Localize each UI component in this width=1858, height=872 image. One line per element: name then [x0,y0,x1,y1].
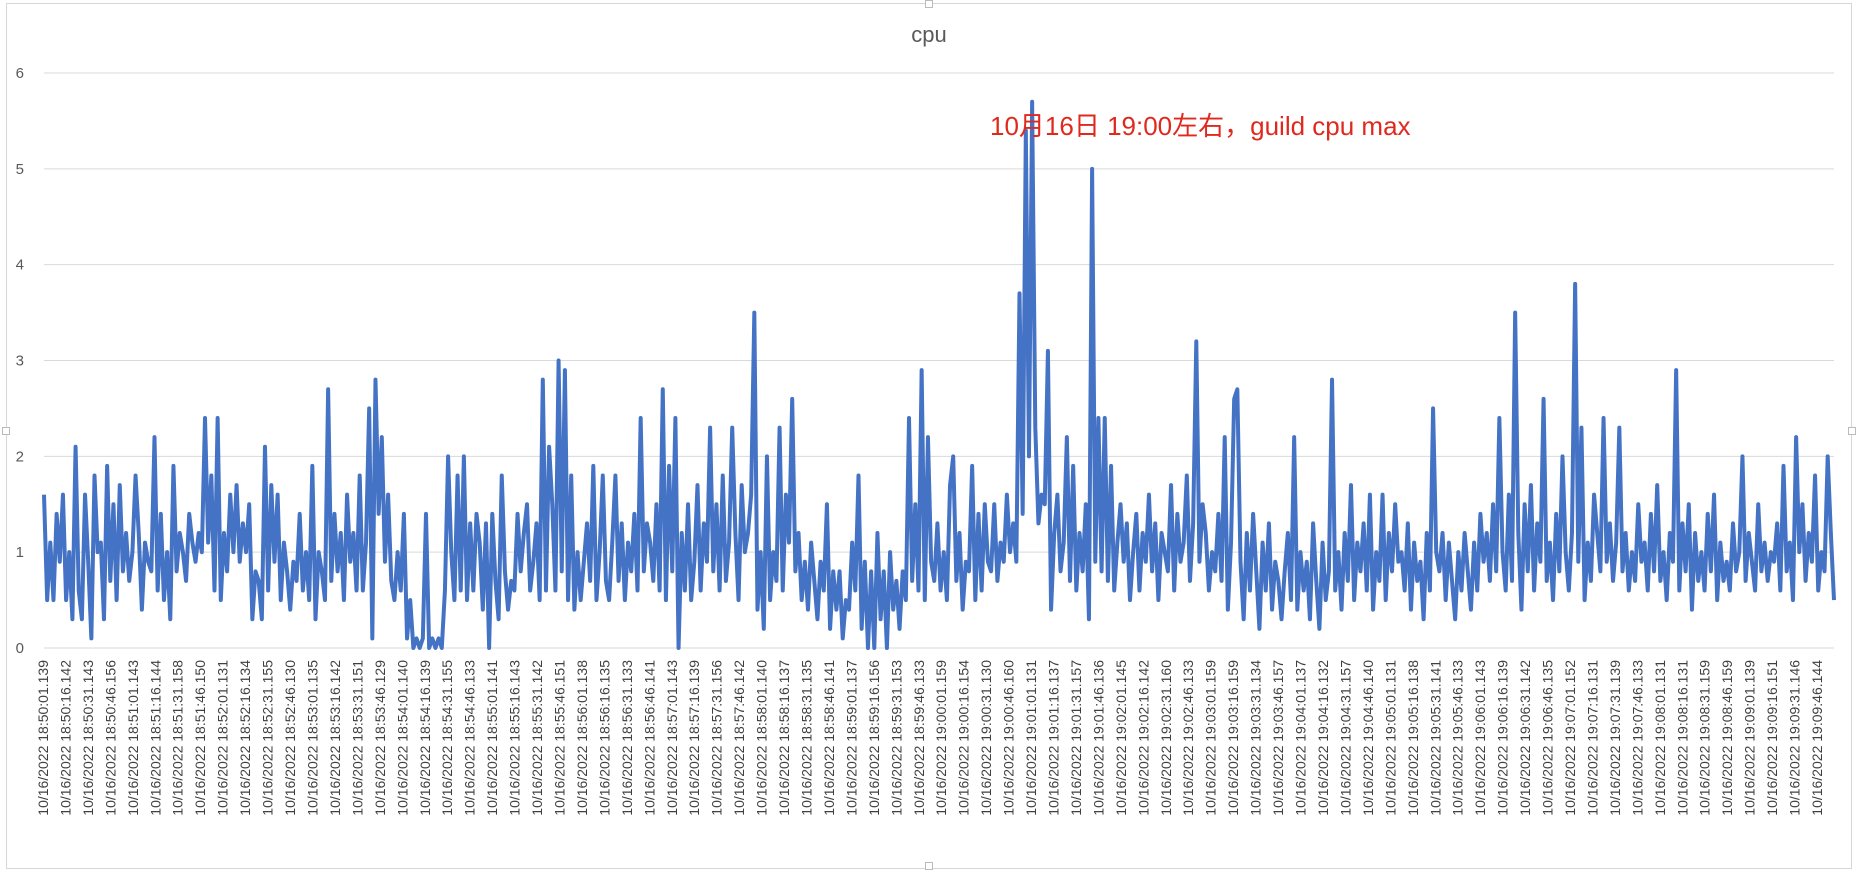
x-tick-label: 10/16/2022 19:07:31.139 [1607,660,1623,816]
x-tick-label: 10/16/2022 18:58:01.140 [754,660,770,816]
x-tick-label: 10/16/2022 19:06:16.139 [1495,660,1511,816]
resize-handle-right[interactable] [1848,427,1856,435]
x-tick-label: 10/16/2022 18:55:01.141 [484,660,500,816]
x-tick-label: 10/16/2022 19:09:46.144 [1809,660,1825,816]
x-tick-label: 10/16/2022 19:03:16.159 [1225,660,1241,816]
x-tick-label: 10/16/2022 19:07:46.133 [1629,660,1645,816]
x-tick-label: 10/16/2022 18:58:16.137 [776,660,792,816]
x-tick-label: 10/16/2022 18:52:46.130 [282,660,298,816]
x-tick-label: 10/16/2022 19:09:16.151 [1764,660,1780,816]
x-tick-label: 10/16/2022 19:08:16.131 [1674,660,1690,816]
x-tick-label: 10/16/2022 18:59:31.153 [888,660,904,816]
x-tick-label: 10/16/2022 19:06:46.135 [1540,660,1556,816]
x-tick-label: 10/16/2022 19:04:16.132 [1315,660,1331,816]
x-tick-label: 10/16/2022 19:09:01.139 [1742,660,1758,816]
x-tick-label: 10/16/2022 19:08:46.159 [1719,660,1735,816]
x-tick-label: 10/16/2022 19:04:31.157 [1337,660,1353,816]
x-tick-label: 10/16/2022 18:52:31.155 [260,660,276,816]
x-tick-label: 10/16/2022 19:03:31.134 [1248,660,1264,816]
x-tick-label: 10/16/2022 18:55:46.151 [551,660,567,816]
x-tick-label: 10/16/2022 18:53:01.135 [304,660,320,816]
y-tick-label: 5 [16,161,24,178]
x-tick-label: 10/16/2022 18:58:46.141 [821,660,837,816]
chart-title: cpu [911,22,947,47]
x-tick-label: 10/16/2022 18:59:01.137 [843,660,859,816]
x-tick-label: 10/16/2022 19:05:31.141 [1427,660,1443,816]
chart-annotation: 10月16日 19:00左右，guild cpu max [990,111,1411,141]
x-tick-label: 10/16/2022 18:52:16.134 [237,660,253,816]
x-tick-label: 10/16/2022 19:00:46.160 [1001,660,1017,816]
series-cpu [42,99,1836,650]
resize-handle-top[interactable] [925,0,933,8]
x-tick-label: 10/16/2022 18:56:31.133 [619,660,635,816]
x-tick-label: 10/16/2022 19:05:46.133 [1450,660,1466,816]
x-tick-label: 10/16/2022 18:59:16.156 [866,660,882,816]
x-tick-label: 10/16/2022 19:05:16.138 [1405,660,1421,816]
x-tick-label: 10/16/2022 18:59:46.133 [911,660,927,816]
y-tick-label: 1 [16,544,24,561]
x-tick-label: 10/16/2022 18:51:46.150 [192,660,208,816]
x-tick-label: 10/16/2022 19:01:01.131 [1023,660,1039,816]
x-tick-label: 10/16/2022 18:54:16.139 [417,660,433,816]
x-tick-label: 10/16/2022 19:01:16.137 [1046,660,1062,816]
x-tick-label: 10/16/2022 18:56:46.141 [641,660,657,816]
x-tick-label: 10/16/2022 19:04:01.137 [1293,660,1309,816]
y-tick-label: 2 [16,448,24,465]
series-line[interactable] [42,99,1836,650]
y-tick-label: 6 [16,65,24,82]
x-tick-label: 10/16/2022 19:04:46.140 [1360,660,1376,816]
x-tick-label: 10/16/2022 18:51:31.158 [170,660,186,816]
x-tick-label: 10/16/2022 19:07:01.152 [1562,660,1578,816]
x-tick-label: 10/16/2022 19:08:01.131 [1652,660,1668,816]
x-tick-label: 10/16/2022 18:54:31.155 [439,660,455,816]
resize-handle-bottom[interactable] [925,862,933,870]
x-tick-label: 10/16/2022 19:01:31.157 [1068,660,1084,816]
x-tick-label: 10/16/2022 18:51:16.144 [147,660,163,816]
x-tick-label: 10/16/2022 19:02:46.133 [1180,660,1196,816]
x-tick-label: 10/16/2022 18:51:01.143 [125,660,141,816]
x-axis-ticks: 10/16/2022 18:50:01.139 10/16/2022 18:50:… [35,660,1825,816]
x-tick-label: 10/16/2022 19:07:16.131 [1584,660,1600,816]
x-tick-label: 10/16/2022 18:50:31.143 [80,660,96,816]
x-tick-label: 10/16/2022 19:08:31.159 [1697,660,1713,816]
y-tick-label: 0 [16,640,24,657]
x-tick-label: 10/16/2022 18:57:46.142 [731,660,747,816]
x-tick-label: 10/16/2022 18:54:01.140 [394,660,410,816]
x-tick-label: 10/16/2022 18:50:01.139 [35,660,51,816]
x-tick-label: 10/16/2022 19:02:16.142 [1135,660,1151,816]
x-tick-label: 10/16/2022 18:57:31.156 [709,660,725,816]
x-tick-label: 10/16/2022 19:01:46.136 [1090,660,1106,816]
x-tick-label: 10/16/2022 19:06:31.142 [1517,660,1533,816]
x-tick-label: 10/16/2022 18:54:46.133 [462,660,478,816]
x-tick-label: 10/16/2022 18:53:16.142 [327,660,343,816]
x-tick-label: 10/16/2022 19:05:01.131 [1382,660,1398,816]
x-tick-label: 10/16/2022 19:02:31.160 [1158,660,1174,816]
x-tick-label: 10/16/2022 18:56:16.135 [596,660,612,816]
x-tick-label: 10/16/2022 19:06:01.143 [1472,660,1488,816]
x-tick-label: 10/16/2022 18:53:46.129 [372,660,388,816]
x-tick-label: 10/16/2022 19:02:01.145 [1113,660,1129,816]
x-tick-label: 10/16/2022 18:58:31.135 [798,660,814,816]
x-tick-label: 10/16/2022 19:00:16.154 [956,660,972,816]
x-tick-label: 10/16/2022 19:09:31.146 [1787,660,1803,816]
x-tick-label: 10/16/2022 18:50:46.156 [102,660,118,816]
y-tick-label: 3 [16,353,24,370]
x-tick-label: 10/16/2022 18:52:01.131 [215,660,231,816]
y-tick-label: 4 [16,257,24,274]
x-tick-label: 10/16/2022 19:00:31.130 [978,660,994,816]
x-tick-label: 10/16/2022 19:03:01.159 [1203,660,1219,816]
x-tick-label: 10/16/2022 19:03:46.157 [1270,660,1286,816]
x-tick-label: 10/16/2022 18:55:31.142 [529,660,545,816]
y-axis-ticks: 0 1 2 3 4 5 6 [16,65,24,657]
x-tick-label: 10/16/2022 19:00:01.159 [933,660,949,816]
resize-handle-left[interactable] [2,427,10,435]
x-tick-label: 10/16/2022 18:56:01.138 [574,660,590,816]
x-tick-label: 10/16/2022 18:57:16.139 [686,660,702,816]
x-tick-label: 10/16/2022 18:53:31.151 [349,660,365,816]
x-tick-label: 10/16/2022 18:55:16.143 [507,660,523,816]
x-tick-label: 10/16/2022 18:57:01.143 [664,660,680,816]
x-tick-label: 10/16/2022 18:50:16.142 [57,660,73,816]
